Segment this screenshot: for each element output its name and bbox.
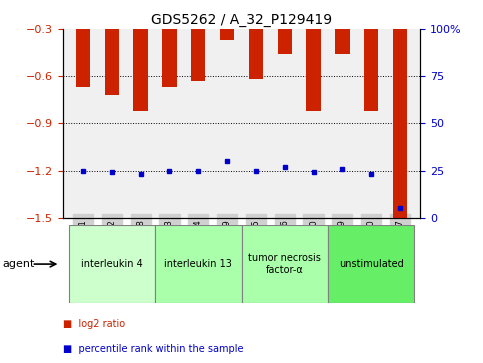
Bar xyxy=(328,225,414,303)
Bar xyxy=(76,0,90,87)
Bar xyxy=(162,0,177,87)
Bar xyxy=(155,225,242,303)
Text: ■  percentile rank within the sample: ■ percentile rank within the sample xyxy=(63,344,243,354)
Bar xyxy=(191,0,205,81)
Text: GDS5262 / A_32_P129419: GDS5262 / A_32_P129419 xyxy=(151,13,332,27)
Text: tumor necrosis
factor-α: tumor necrosis factor-α xyxy=(248,253,321,275)
Bar xyxy=(393,0,407,218)
Bar xyxy=(69,225,155,303)
Bar xyxy=(278,0,292,54)
Bar xyxy=(306,0,321,111)
Bar xyxy=(364,0,378,111)
Text: interleukin 4: interleukin 4 xyxy=(81,259,142,269)
Text: ■  log2 ratio: ■ log2 ratio xyxy=(63,318,125,329)
Bar xyxy=(133,0,148,111)
Text: unstimulated: unstimulated xyxy=(339,259,404,269)
Bar xyxy=(249,0,263,79)
Text: interleukin 13: interleukin 13 xyxy=(164,259,232,269)
Text: agent: agent xyxy=(2,259,35,269)
Bar xyxy=(335,0,350,54)
Bar xyxy=(242,225,328,303)
Bar xyxy=(105,0,119,95)
Bar xyxy=(220,0,234,40)
